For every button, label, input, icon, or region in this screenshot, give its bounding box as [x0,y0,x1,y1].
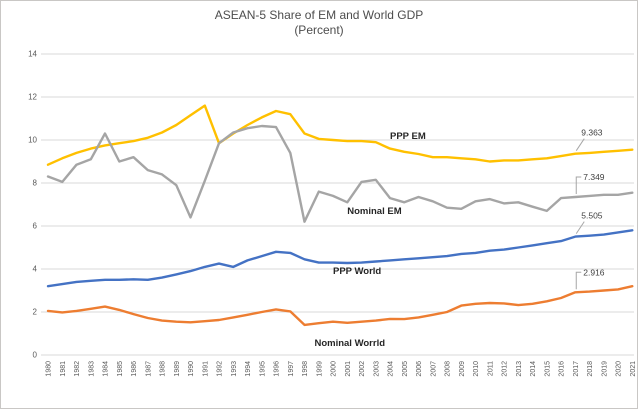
x-tick-label: 1989 [174,361,181,377]
x-tick-label: 1988 [160,361,167,377]
x-tick-label: 2017 [573,361,580,377]
x-tick-label: 1987 [145,361,152,377]
x-tick-label: 2002 [359,361,366,377]
x-tick-label: 1995 [259,361,266,377]
x-tick-label: 1993 [231,361,238,377]
x-tick-label: 2010 [473,361,480,377]
x-tick-label: 2008 [445,361,452,377]
leader-line [575,221,585,234]
y-tick-label: 6 [33,222,38,231]
series-line-ppp-em [46,104,634,166]
leader-line [575,176,582,194]
x-tick-label: 1985 [117,361,124,377]
x-tick-label: 2003 [373,361,380,377]
x-tick-label: 2021 [630,361,637,377]
y-tick-label: 4 [33,265,38,274]
series-label-nominal-worrld: Nominal Worrld [314,338,385,349]
x-tick-label: 1996 [274,361,281,377]
series-line-nominal-world [46,285,634,327]
x-tick-label: 1992 [217,361,224,377]
y-tick-label: 2 [33,308,38,317]
x-tick-label: 2018 [587,361,594,377]
x-tick-label: 2015 [544,361,551,377]
x-tick-label: 1997 [288,361,295,377]
x-tick-label: 2000 [331,361,338,377]
point-label: 5.505 [581,211,603,221]
series-line-ppp-world [46,229,634,288]
x-tick-label: 2019 [601,361,608,377]
series-label-nominal-em: Nominal EM [347,206,401,217]
chart-title: ASEAN-5 Share of EM and World GDP [214,8,424,22]
x-tick-label: 1986 [131,361,138,377]
y-tick-label: 0 [33,351,38,360]
point-label: 2.916 [583,267,605,277]
x-tick-label: 2007 [430,361,437,377]
x-tick-label: 1998 [302,361,309,377]
x-tick-label: 1994 [245,361,252,377]
chart-title-block: ASEAN-5 Share of EM and World GDP (Perce… [1,8,637,38]
x-tick-label: 1980 [46,361,53,377]
x-tick-label: 2016 [559,361,566,377]
y-tick-label: 10 [28,136,37,145]
point-label: 9.363 [581,128,603,138]
x-tick-label: 2009 [459,361,466,377]
x-tick-label: 2011 [487,361,494,376]
x-tick-label: 1999 [316,361,323,377]
y-tick-label: 12 [28,93,37,102]
leader-line [575,138,585,151]
y-tick-label: 14 [28,50,37,59]
x-tick-label: 2005 [402,361,409,377]
series-line-nominal-em [46,124,634,223]
x-tick-label: 2014 [530,361,537,377]
x-tick-label: 1983 [88,361,95,377]
x-tick-label: 1982 [74,361,81,377]
x-tick-label: 2001 [345,361,352,377]
x-tick-label: 1984 [103,361,110,377]
x-tick-label: 1990 [188,361,195,377]
x-tick-label: 2004 [388,361,395,377]
series-label-ppp-em: PPP EM [390,131,426,142]
point-label: 7.349 [583,172,605,182]
leader-line [575,271,582,290]
series-label-ppp-world: PPP World [333,266,381,277]
x-tick-label: 1981 [60,361,67,377]
x-tick-label: 2020 [616,361,623,377]
x-tick-label: 2012 [502,361,509,377]
x-tick-label: 1991 [202,361,209,377]
y-tick-label: 8 [33,179,38,188]
x-tick-label: 2013 [516,361,523,377]
x-tick-label: 2006 [416,361,423,377]
chart-subtitle: (Percent) [294,23,344,37]
